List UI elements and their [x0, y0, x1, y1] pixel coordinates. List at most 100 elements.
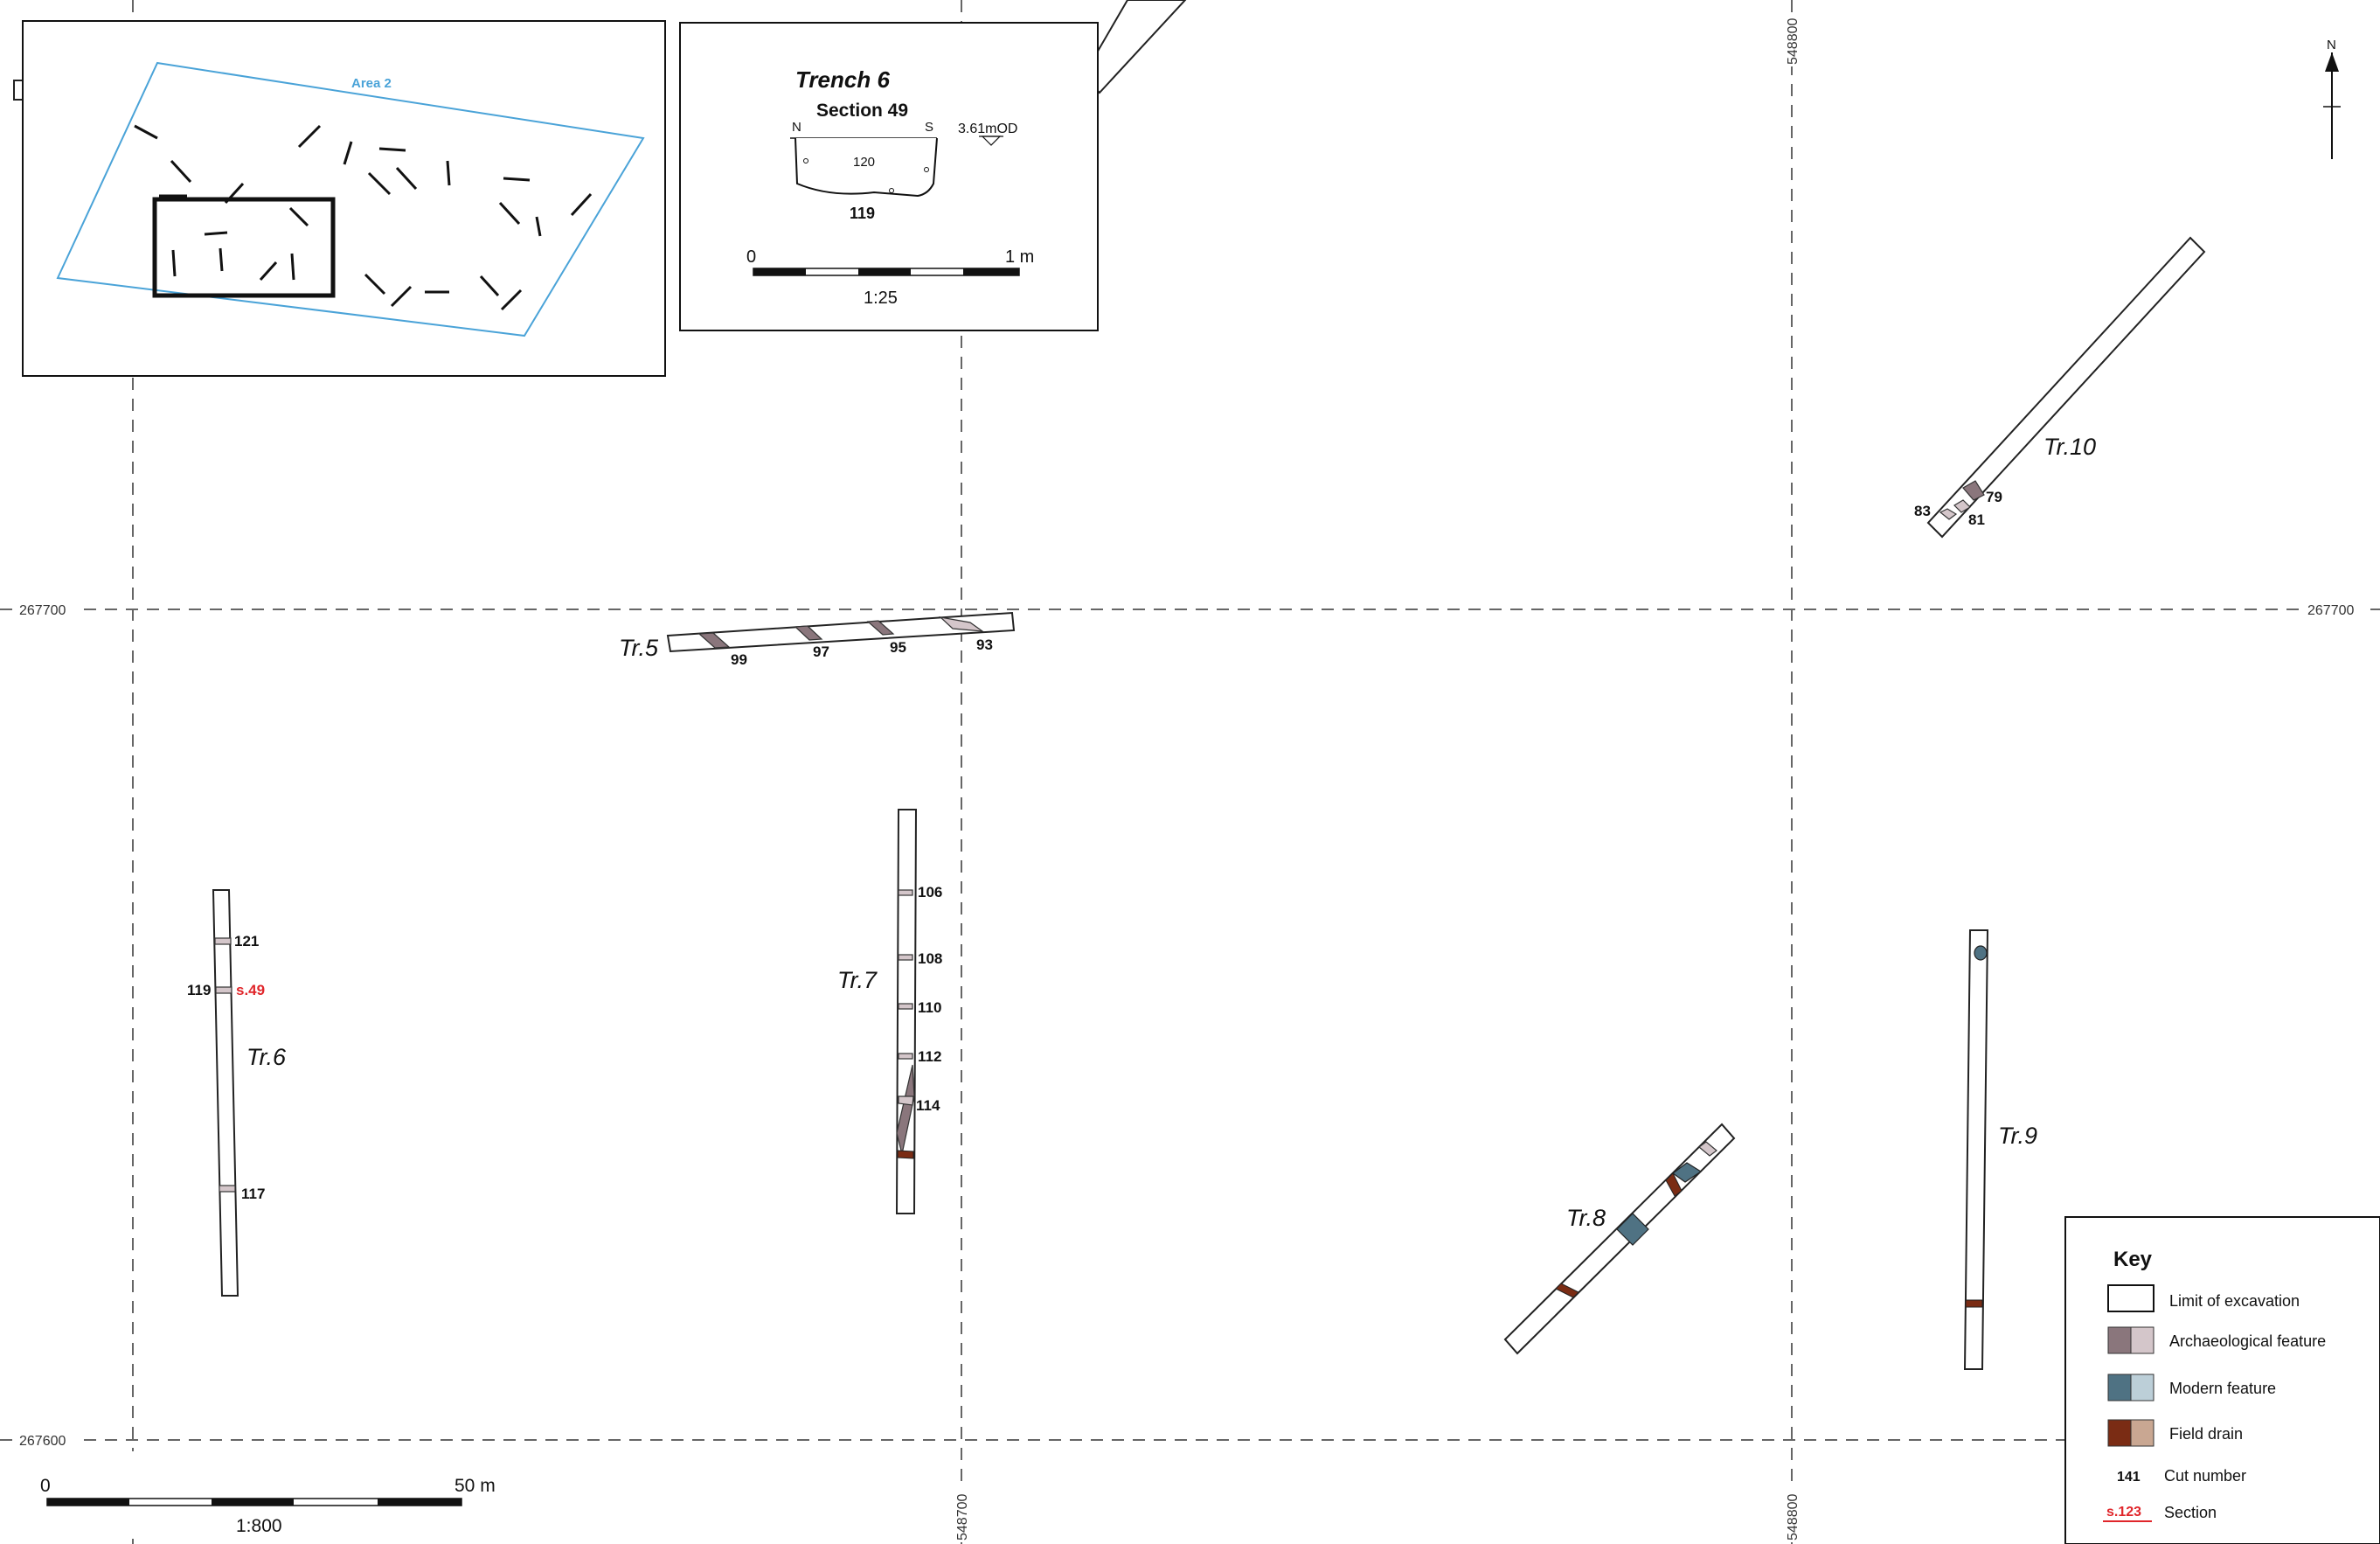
north-arrow-head-icon: [2325, 52, 2339, 72]
main-scale-bar: 0 50 m 1:800: [0, 1451, 496, 1539]
legend-label-drain: Field drain: [2169, 1425, 2243, 1443]
cut-117: 117: [241, 1186, 265, 1202]
trench-7-label: Tr.7: [837, 967, 878, 993]
main-scale-start: 0: [40, 1476, 51, 1496]
feature-108: [898, 954, 913, 961]
cut-97: 97: [813, 643, 829, 660]
trench-5-outline: [666, 611, 1016, 653]
location-inset-frame: [22, 20, 666, 377]
trench-10-label: Tr.10: [2043, 434, 2096, 460]
main-scale-ratio: 1:800: [236, 1516, 282, 1536]
legend-swatch-modern-light: [2130, 1374, 2154, 1401]
cut-110: 110: [918, 999, 941, 1016]
trench-7: Tr.7 106 108 110 112 114: [837, 809, 942, 1214]
section-inset-subtitle: Section 49: [816, 101, 908, 121]
cut-108: 108: [918, 950, 942, 967]
northing-label-right-1: 267700: [2307, 603, 2354, 618]
feature-95: [866, 620, 895, 636]
field-drain-tr8-b: [1665, 1172, 1683, 1197]
easting-label-top: 548800: [1786, 18, 1801, 65]
cut-112: 112: [918, 1048, 941, 1065]
trench-edge-stub: [13, 80, 24, 101]
area-2-outline: [56, 61, 645, 337]
easting-label-bottom-1: 548700: [955, 1494, 970, 1541]
trench-8: Tr.8: [1503, 1123, 1736, 1355]
feature-112: [898, 1053, 913, 1060]
field-drain-tr9: [1965, 1299, 1983, 1308]
feature-79: [1962, 480, 1985, 501]
feature-97: [794, 625, 823, 641]
feature-114-light: [898, 1095, 914, 1106]
field-drain-tr7: [897, 1150, 914, 1159]
feature-81: [1953, 499, 1971, 513]
feature-93: [939, 616, 985, 632]
cut-119: 119: [187, 982, 211, 998]
feature-99: [697, 632, 731, 649]
legend-label-cut: Cut number: [2164, 1467, 2246, 1485]
legend-cut-sample: 141: [2117, 1470, 2141, 1485]
main-scale-end: 50 m: [454, 1476, 496, 1496]
location-inset: Area 2: [22, 20, 666, 377]
feature-117: [219, 1185, 236, 1193]
trench-partial-top: [1082, 0, 1187, 94]
modern-feature-tr9: [1974, 945, 1988, 961]
cut-83: 83: [1914, 503, 1931, 519]
field-drain-tr8-a: [1555, 1283, 1579, 1298]
section-49-profile: [794, 137, 938, 198]
legend: Key Limit of excavation Archaeological f…: [2064, 1216, 2380, 1544]
cut-114: 114: [916, 1097, 940, 1114]
grid-coordinates: 267700 267700 267600 548800 548700 54880…: [17, 16, 2362, 1542]
trench-6: Tr.6 121 119 s.49 117: [187, 889, 287, 1297]
trench-10-outline: [1926, 236, 2206, 539]
legend-section-sample: s.123: [2106, 1505, 2141, 1520]
legend-label-limit: Limit of excavation: [2169, 1292, 2300, 1310]
feature-106: [898, 889, 913, 896]
cut-95: 95: [890, 639, 906, 656]
trench-6-label: Tr.6: [246, 1044, 287, 1070]
section-level-label: 3.61mOD: [958, 122, 1017, 136]
section-scale-ratio: 1:25: [864, 289, 898, 308]
modern-feature-tr8-b: [1671, 1162, 1703, 1183]
legend-swatch-limit: [2107, 1284, 2154, 1312]
north-arrow-label: N: [2327, 38, 2336, 52]
north-arrow: N: [2323, 38, 2341, 159]
section-cut-119: 119: [850, 205, 875, 222]
modern-feature-tr8-a: [1616, 1213, 1649, 1246]
section-fill-120: 120: [853, 155, 875, 170]
cut-93: 93: [976, 636, 993, 653]
section-inset: Trench 6 Section 49 N S 120 119 3.61mOD …: [679, 22, 1099, 331]
section-scale-bar: 0 1 m 1:25: [746, 247, 1034, 308]
area-2-label: Area 2: [351, 76, 392, 91]
section-south-label: S: [925, 120, 933, 135]
legend-label-arch: Archaeological feature: [2169, 1332, 2326, 1350]
inset-trench-marks: [134, 124, 593, 311]
feature-119: [215, 986, 232, 994]
cut-99: 99: [731, 651, 747, 668]
northing-label-left-1: 267700: [19, 603, 66, 618]
section-scale-start: 0: [746, 247, 756, 267]
section-49-marker: s.49: [236, 982, 265, 998]
section-inset-title: Trench 6: [795, 66, 890, 93]
cut-106: 106: [918, 884, 942, 901]
northing-label-left-2: 267600: [19, 1434, 66, 1449]
legend-title: Key: [2113, 1248, 2153, 1271]
section-scale-end: 1 m: [1005, 247, 1034, 267]
legend-swatch-drain-dark: [2107, 1419, 2132, 1447]
legend-swatch-modern-dark: [2107, 1374, 2132, 1401]
easting-label-bottom-2: 548800: [1786, 1494, 1801, 1541]
trench-10: Tr.10 79 81 83: [1914, 236, 2206, 539]
feature-83: [1939, 508, 1958, 520]
legend-swatch-drain-light: [2130, 1419, 2154, 1447]
feature-tr8-c: [1698, 1141, 1717, 1157]
study-area-box: [152, 197, 336, 298]
section-north-label: N: [792, 120, 801, 135]
cut-121: 121: [234, 933, 259, 949]
legend-swatch-arch-light: [2130, 1326, 2154, 1354]
trench-6-outline: [212, 889, 239, 1297]
cut-79: 79: [1986, 489, 2002, 505]
feature-110: [898, 1003, 913, 1010]
trench-8-outline: [1503, 1123, 1736, 1355]
feature-121: [214, 937, 232, 945]
legend-label-section: Section: [2164, 1504, 2217, 1521]
